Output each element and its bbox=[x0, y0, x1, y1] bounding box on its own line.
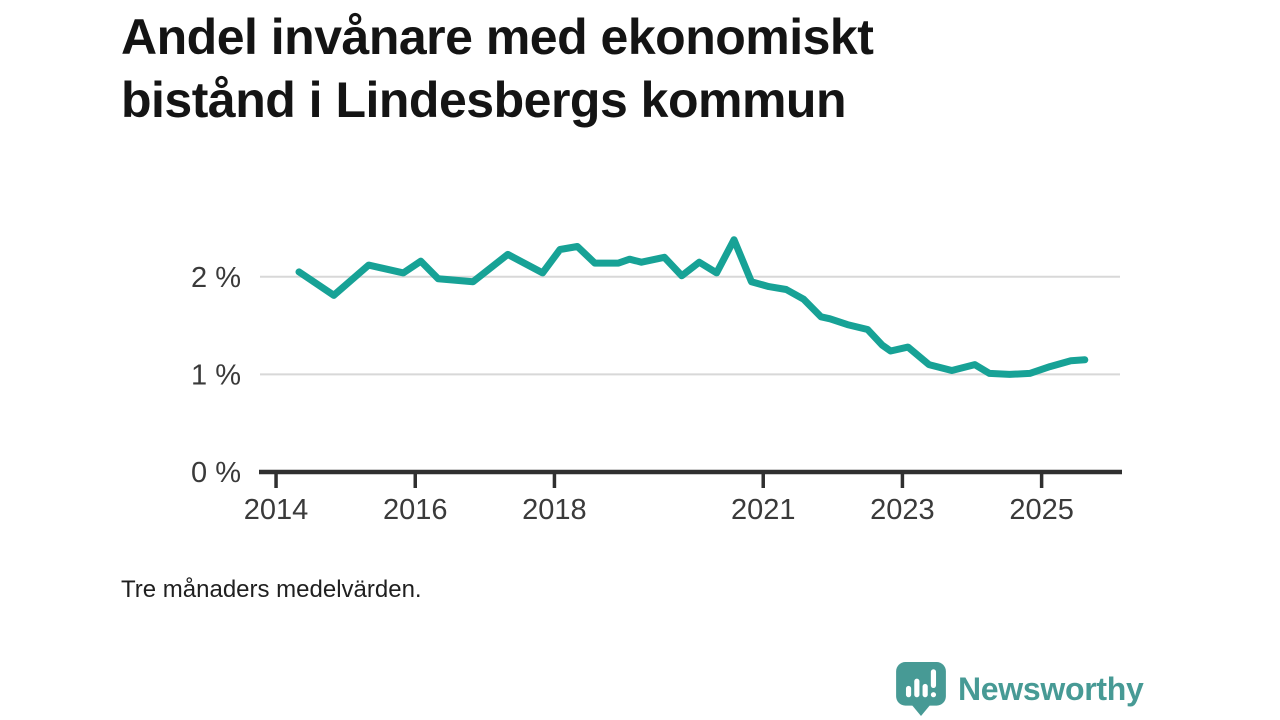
bar-chart-speech-bubble-icon bbox=[896, 662, 946, 716]
x-tick-label: 2016 bbox=[383, 494, 448, 526]
chart-title-line-1: Andel invånare med ekonomiskt bbox=[121, 9, 874, 65]
y-tick-label: 2 % bbox=[191, 262, 241, 294]
chart-title: Andel invånare med ekonomiskt bistånd i … bbox=[121, 6, 1041, 132]
newsworthy-wordmark: Newsworthy bbox=[958, 670, 1144, 707]
x-tick-label: 2023 bbox=[870, 494, 935, 526]
trend-line bbox=[295, 236, 1089, 378]
x-tick-label: 2014 bbox=[244, 494, 309, 526]
chart-footnote: Tre månaders medelvärden. bbox=[121, 576, 422, 603]
chart-title-line-2: bistånd i Lindesbergs kommun bbox=[121, 72, 847, 128]
y-tick-label: 0 % bbox=[191, 457, 241, 489]
x-tick-label: 2018 bbox=[522, 494, 587, 526]
newsworthy-logo: Newsworthy bbox=[895, 661, 1144, 717]
y-tick-label: 1 % bbox=[191, 359, 241, 391]
x-tick-label: 2021 bbox=[731, 494, 796, 526]
x-tick-label: 2025 bbox=[1009, 494, 1074, 526]
